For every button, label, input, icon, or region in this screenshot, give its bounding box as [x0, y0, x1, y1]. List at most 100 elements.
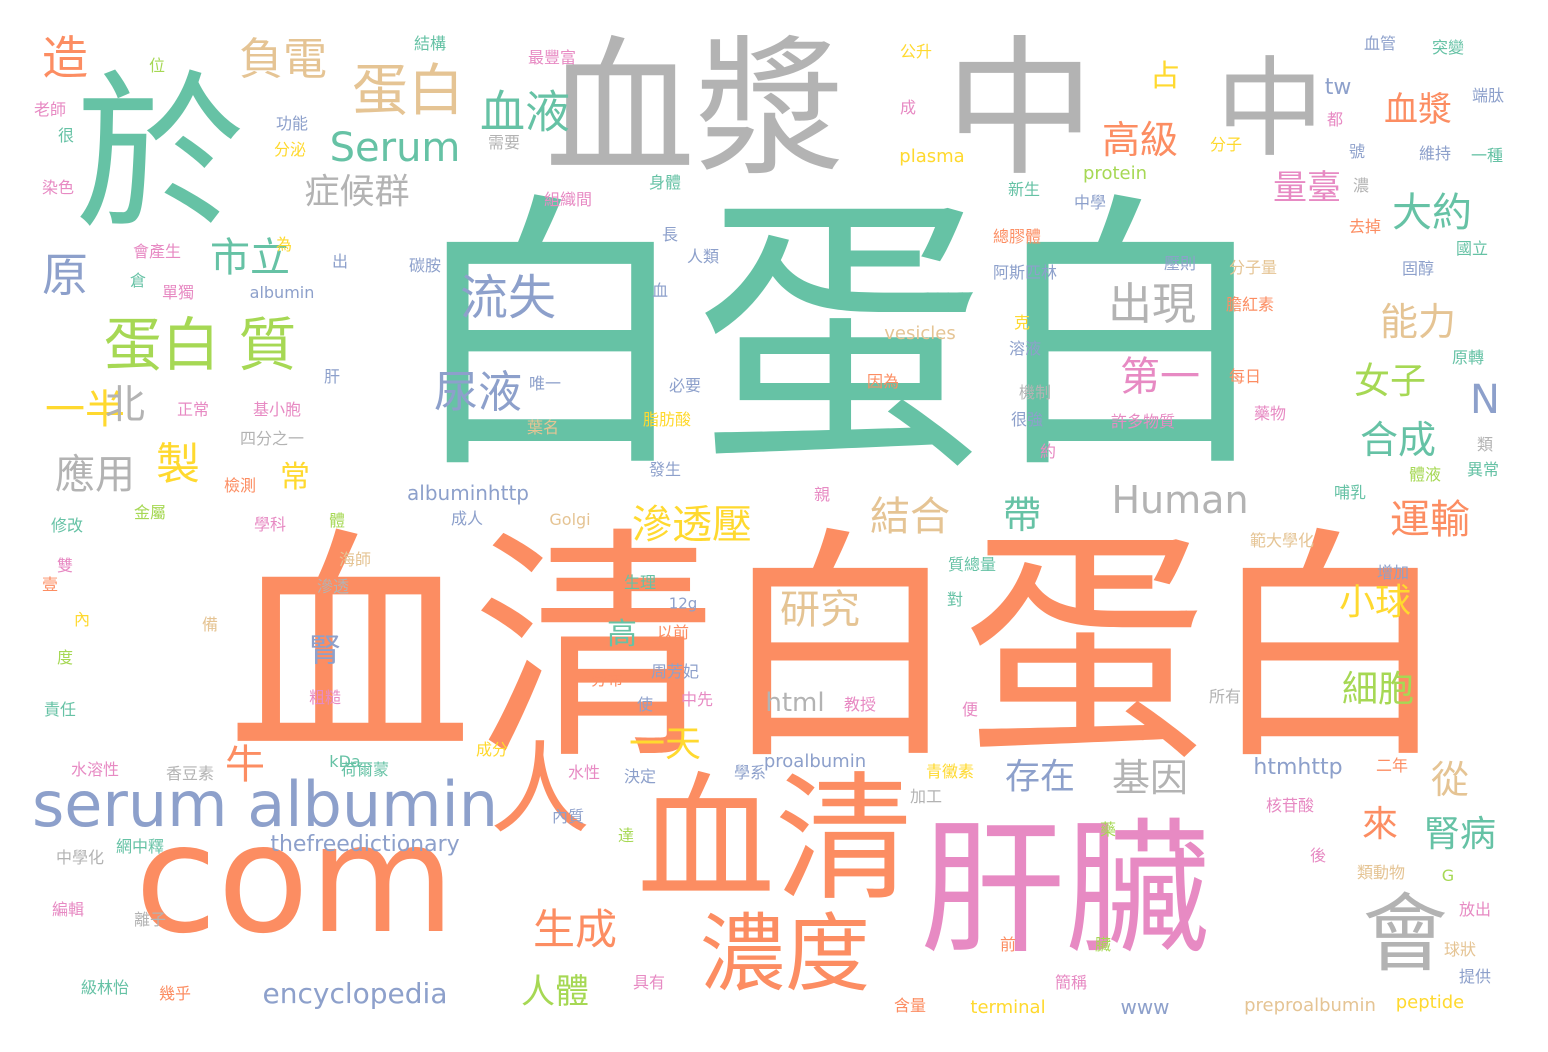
word-131: 脂肪酸: [642, 410, 692, 429]
word-21: 北: [105, 382, 145, 428]
word-htmhttp-61: htmhttp: [1253, 755, 1343, 780]
word-159: 備: [201, 615, 219, 634]
word-128: 正常: [176, 400, 210, 419]
word-human-35: Human: [1111, 478, 1249, 522]
word-4: 中: [944, 23, 1096, 197]
word-8: 肝臟: [920, 805, 1210, 975]
word-154: 質總量: [947, 555, 997, 574]
word-156: 生理: [623, 573, 657, 592]
word-n-53: N: [1470, 377, 1500, 423]
word-89: 需要: [487, 133, 521, 152]
word-157: 對: [946, 590, 964, 609]
word-html-60: html: [765, 688, 825, 718]
word-32: 滲透壓: [632, 502, 752, 548]
word-181: 核苷酸: [1265, 796, 1315, 815]
word-34: 帶: [1002, 493, 1042, 537]
word-191: 放出: [1458, 900, 1492, 919]
word-encyclopedia-42: encyclopedia: [262, 977, 448, 1010]
word-79: 結構: [413, 34, 447, 53]
word-13: 蛋白: [352, 59, 464, 124]
word-41: 人體: [521, 972, 589, 1012]
word-38: 存在: [1004, 757, 1076, 798]
word-161: 度: [56, 648, 74, 667]
word-153: 滲透: [316, 577, 350, 596]
word-141: 檢測: [223, 476, 257, 495]
word-106: 碳胺: [408, 256, 442, 275]
word-102: 去掉: [1348, 217, 1382, 236]
word-173: 香豆素: [165, 764, 215, 783]
word-117: 阿斯匹林: [992, 263, 1058, 282]
word-www-65: www: [1120, 995, 1170, 1019]
word-123: 唯一: [528, 374, 562, 393]
word-19: 原: [42, 248, 88, 302]
word-200: 含量: [893, 996, 927, 1015]
word-146: 學科: [253, 515, 287, 534]
word-103: 會產生: [132, 242, 182, 261]
word-177: 學系: [733, 763, 767, 782]
word-78: 位: [148, 56, 166, 75]
word-28: 常: [280, 460, 310, 495]
word-96: 染色: [41, 178, 75, 197]
word-15: 血液: [479, 85, 571, 139]
word-40: 生成: [532, 905, 618, 954]
word-9: 人: [490, 731, 590, 848]
word-serum-16: Serum: [329, 125, 461, 171]
word-199: 提供: [1458, 967, 1492, 986]
word-172: 水溶性: [70, 760, 120, 779]
word-84: 端肽: [1471, 86, 1505, 105]
word-100: 中學: [1073, 193, 1107, 212]
word-92: 都: [1326, 110, 1344, 129]
word-168: 使: [636, 695, 654, 714]
word-95: 一種: [1470, 146, 1504, 165]
word-albuminhttp-63: albuminhttp: [407, 481, 529, 505]
word-20: 一半: [45, 387, 125, 433]
word-serum-albumin-12: serum albumin: [31, 768, 499, 841]
word-176: 決定: [623, 767, 657, 786]
word-17: 負電: [239, 34, 327, 85]
word-187: 後: [1309, 846, 1327, 865]
word-171: 成分: [475, 740, 509, 759]
word-133: 許多物質: [1110, 412, 1176, 431]
word-36: 研究: [780, 587, 860, 633]
word-143: 哺乳: [1333, 483, 1367, 502]
word-120: 溶液: [1008, 339, 1042, 358]
word-124: 必要: [668, 376, 702, 395]
word-com-6: com: [134, 793, 456, 967]
word-121: 原轉: [1451, 348, 1485, 367]
word-50: 能力: [1379, 300, 1457, 344]
word-185: 網中釋: [115, 837, 165, 856]
word-192: 前: [999, 935, 1017, 954]
word-158: 內: [73, 610, 91, 629]
word-22: 應用: [55, 452, 135, 498]
word-184: 藥: [1099, 820, 1117, 839]
word-144: 金屬: [133, 503, 167, 522]
word-14: 蛋白 質: [103, 311, 297, 379]
word-94: 維持: [1418, 144, 1452, 163]
word-126: 機制: [1018, 383, 1052, 402]
word-193: 臟: [1094, 935, 1112, 954]
word-23: 市立: [210, 235, 290, 281]
word-31: 高: [607, 617, 637, 652]
word-129: 基小胞: [252, 400, 302, 419]
word-5: 中: [1215, 47, 1325, 172]
word-178: 青黴素: [925, 762, 975, 781]
word-43: 出現: [1108, 279, 1196, 330]
word-116: 血: [651, 281, 669, 300]
word-140: 異常: [1466, 460, 1500, 479]
word-125: 因為: [866, 372, 900, 391]
word-27: 製: [156, 439, 200, 490]
word-188: 類動物: [1356, 863, 1406, 882]
word-162: 周芳妃: [650, 662, 700, 681]
word-albumin-73: albumin: [249, 283, 315, 302]
word-83: 突變: [1431, 38, 1465, 57]
word-52: 合成: [1359, 418, 1437, 462]
word-51: 女子: [1353, 361, 1427, 402]
word-90: 成: [899, 98, 917, 117]
word-135: 四分之一: [239, 429, 305, 448]
word-kda-75: kDa: [329, 752, 361, 771]
word-108: 總膠體: [992, 227, 1042, 246]
word-195: 級林怡: [80, 978, 130, 997]
word-152: 壹: [41, 575, 59, 594]
word-10: 濃度: [699, 905, 871, 1005]
